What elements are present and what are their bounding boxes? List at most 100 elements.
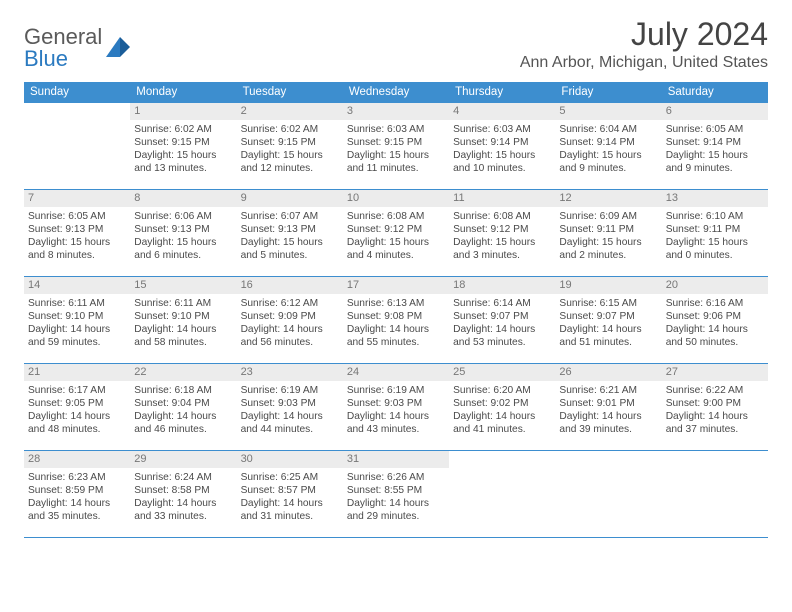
- sunset-line: Sunset: 9:03 PM: [241, 397, 339, 410]
- daylight-line-2: and 5 minutes.: [241, 249, 339, 262]
- sunrise-line: Sunrise: 6:17 AM: [28, 384, 126, 397]
- sunset-line: Sunset: 9:14 PM: [666, 136, 764, 149]
- sunrise-line: Sunrise: 6:19 AM: [241, 384, 339, 397]
- day-cell: .: [449, 451, 555, 537]
- brand-part2: Blue: [24, 46, 68, 71]
- day-number: 23: [237, 364, 343, 381]
- daylight-line-2: and 39 minutes.: [559, 423, 657, 436]
- day-number: 28: [24, 451, 130, 468]
- sunset-line: Sunset: 9:12 PM: [347, 223, 445, 236]
- sunrise-line: Sunrise: 6:21 AM: [559, 384, 657, 397]
- week-row: .1Sunrise: 6:02 AMSunset: 9:15 PMDayligh…: [24, 103, 768, 190]
- sunrise-line: Sunrise: 6:22 AM: [666, 384, 764, 397]
- sunrise-line: Sunrise: 6:07 AM: [241, 210, 339, 223]
- day-cell: 29Sunrise: 6:24 AMSunset: 8:58 PMDayligh…: [130, 451, 236, 537]
- weekday-header: Saturday: [662, 82, 768, 103]
- day-number: 16: [237, 277, 343, 294]
- sunrise-line: Sunrise: 6:03 AM: [453, 123, 551, 136]
- daylight-line-2: and 50 minutes.: [666, 336, 764, 349]
- daylight-line-2: and 51 minutes.: [559, 336, 657, 349]
- daylight-line-1: Daylight: 15 hours: [666, 149, 764, 162]
- sunrise-line: Sunrise: 6:10 AM: [666, 210, 764, 223]
- day-number: 29: [130, 451, 236, 468]
- daylight-line-1: Daylight: 14 hours: [134, 323, 232, 336]
- sunset-line: Sunset: 9:15 PM: [134, 136, 232, 149]
- location-label: Ann Arbor, Michigan, United States: [520, 54, 768, 72]
- day-cell: 12Sunrise: 6:09 AMSunset: 9:11 PMDayligh…: [555, 190, 661, 276]
- sunset-line: Sunset: 8:57 PM: [241, 484, 339, 497]
- brand-logo: General Blue: [24, 26, 132, 70]
- day-number: 11: [449, 190, 555, 207]
- day-number: 30: [237, 451, 343, 468]
- sunrise-line: Sunrise: 6:19 AM: [347, 384, 445, 397]
- sunrise-line: Sunrise: 6:06 AM: [134, 210, 232, 223]
- day-cell: 15Sunrise: 6:11 AMSunset: 9:10 PMDayligh…: [130, 277, 236, 363]
- day-cell: 28Sunrise: 6:23 AMSunset: 8:59 PMDayligh…: [24, 451, 130, 537]
- daylight-line-2: and 44 minutes.: [241, 423, 339, 436]
- day-cell: 31Sunrise: 6:26 AMSunset: 8:55 PMDayligh…: [343, 451, 449, 537]
- day-number: 17: [343, 277, 449, 294]
- sunrise-line: Sunrise: 6:05 AM: [28, 210, 126, 223]
- day-cell: 7Sunrise: 6:05 AMSunset: 9:13 PMDaylight…: [24, 190, 130, 276]
- day-cell: .: [24, 103, 130, 189]
- sunrise-line: Sunrise: 6:25 AM: [241, 471, 339, 484]
- daylight-line-1: Daylight: 15 hours: [241, 149, 339, 162]
- daylight-line-2: and 29 minutes.: [347, 510, 445, 523]
- daylight-line-2: and 33 minutes.: [134, 510, 232, 523]
- sunset-line: Sunset: 9:06 PM: [666, 310, 764, 323]
- daylight-line-2: and 9 minutes.: [559, 162, 657, 175]
- sunset-line: Sunset: 9:07 PM: [559, 310, 657, 323]
- daylight-line-1: Daylight: 14 hours: [28, 410, 126, 423]
- daylight-line-2: and 0 minutes.: [666, 249, 764, 262]
- day-cell: 4Sunrise: 6:03 AMSunset: 9:14 PMDaylight…: [449, 103, 555, 189]
- sunset-line: Sunset: 9:13 PM: [241, 223, 339, 236]
- daylight-line-2: and 43 minutes.: [347, 423, 445, 436]
- sunset-line: Sunset: 9:02 PM: [453, 397, 551, 410]
- weekday-header: Tuesday: [237, 82, 343, 103]
- month-title: July 2024: [520, 18, 768, 52]
- sunset-line: Sunset: 9:15 PM: [241, 136, 339, 149]
- sunrise-line: Sunrise: 6:13 AM: [347, 297, 445, 310]
- sunset-line: Sunset: 8:55 PM: [347, 484, 445, 497]
- day-cell: 5Sunrise: 6:04 AMSunset: 9:14 PMDaylight…: [555, 103, 661, 189]
- day-cell: 3Sunrise: 6:03 AMSunset: 9:15 PMDaylight…: [343, 103, 449, 189]
- daylight-line-1: Daylight: 14 hours: [241, 323, 339, 336]
- day-cell: 30 Sunrise: 6:25 AMSunset: 8:57 PMDayligh…: [237, 451, 343, 537]
- sunset-line: Sunset: 9:00 PM: [666, 397, 764, 410]
- sunrise-line: Sunrise: 6:05 AM: [666, 123, 764, 136]
- week-row: 7Sunrise: 6:05 AMSunset: 9:13 PMDaylight…: [24, 190, 768, 277]
- day-number: 2: [237, 103, 343, 120]
- day-number: 24: [343, 364, 449, 381]
- daylight-line-1: Daylight: 14 hours: [241, 497, 339, 510]
- day-cell: 10Sunrise: 6:08 AMSunset: 9:12 PMDayligh…: [343, 190, 449, 276]
- weekday-header: Sunday: [24, 82, 130, 103]
- sunrise-line: Sunrise: 6:24 AM: [134, 471, 232, 484]
- daylight-line-2: and 4 minutes.: [347, 249, 445, 262]
- day-number: 25: [449, 364, 555, 381]
- day-number: 26: [555, 364, 661, 381]
- daylight-line-2: and 31 minutes.: [241, 510, 339, 523]
- weekday-header: Wednesday: [343, 82, 449, 103]
- daylight-line-1: Daylight: 15 hours: [241, 236, 339, 249]
- day-number: 8: [130, 190, 236, 207]
- day-number: 21: [24, 364, 130, 381]
- daylight-line-2: and 11 minutes.: [347, 162, 445, 175]
- day-number: 3: [343, 103, 449, 120]
- daylight-line-1: Daylight: 14 hours: [347, 323, 445, 336]
- weekday-header: Friday: [555, 82, 661, 103]
- daylight-line-2: and 59 minutes.: [28, 336, 126, 349]
- day-cell: 14Sunrise: 6:11 AMSunset: 9:10 PMDayligh…: [24, 277, 130, 363]
- day-number: 20: [662, 277, 768, 294]
- sunset-line: Sunset: 9:14 PM: [559, 136, 657, 149]
- sunrise-line: Sunrise: 6:08 AM: [453, 210, 551, 223]
- sunset-line: Sunset: 9:14 PM: [453, 136, 551, 149]
- sunrise-line: Sunrise: 6:04 AM: [559, 123, 657, 136]
- sunrise-line: Sunrise: 6:18 AM: [134, 384, 232, 397]
- day-cell: 9Sunrise: 6:07 AMSunset: 9:13 PMDaylight…: [237, 190, 343, 276]
- daylight-line-2: and 41 minutes.: [453, 423, 551, 436]
- sunrise-line: Sunrise: 6:11 AM: [134, 297, 232, 310]
- daylight-line-1: Daylight: 14 hours: [347, 410, 445, 423]
- day-cell: 8Sunrise: 6:06 AMSunset: 9:13 PMDaylight…: [130, 190, 236, 276]
- sunrise-line: Sunrise: 6:03 AM: [347, 123, 445, 136]
- day-number: 14: [24, 277, 130, 294]
